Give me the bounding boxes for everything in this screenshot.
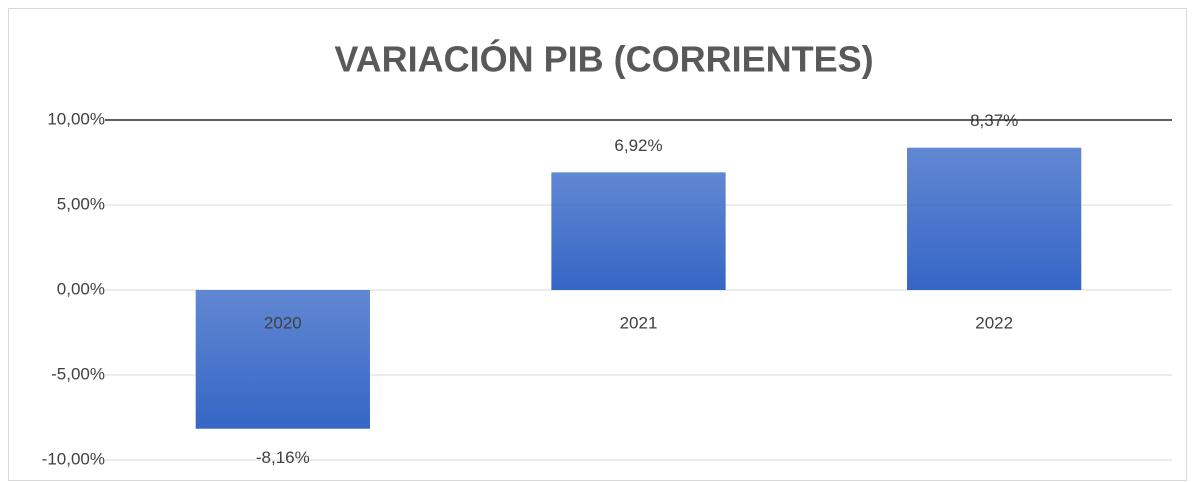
data-label: -8,16% <box>256 448 310 467</box>
bar <box>551 172 726 290</box>
y-tick-label: 0,00% <box>57 279 105 298</box>
bar <box>195 290 370 429</box>
data-label: 8,37% <box>970 111 1018 130</box>
y-tick-label: -10,00% <box>42 449 105 468</box>
y-tick-label: -5,00% <box>51 364 105 383</box>
bar <box>907 147 1082 290</box>
y-tick-label: 10,00% <box>47 109 105 128</box>
x-tick-label: 2020 <box>264 313 302 332</box>
y-tick-label: 5,00% <box>57 194 105 213</box>
chart-title: VARIACIÓN PIB (CORRIENTES) <box>334 38 873 80</box>
data-label: 6,92% <box>614 136 662 155</box>
x-tick-label: 2021 <box>620 313 658 332</box>
x-tick-label: 2022 <box>975 313 1013 332</box>
